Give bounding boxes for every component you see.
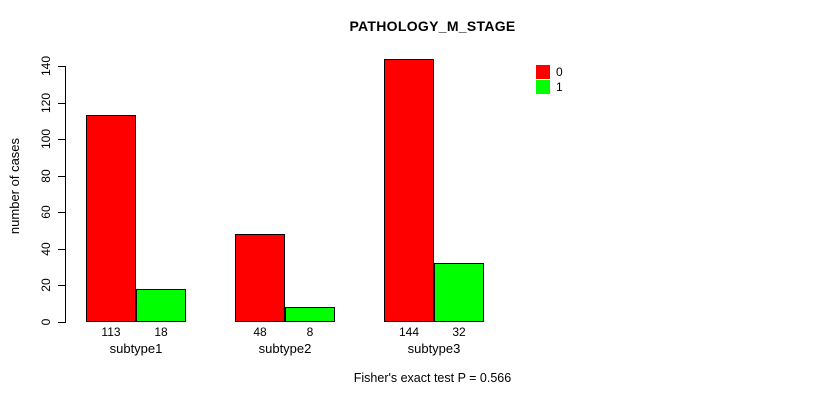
legend-entry-0: 0 xyxy=(536,65,563,79)
bar-subtype3-series1 xyxy=(434,263,484,322)
bar-value-subtype2-series1: 8 xyxy=(306,325,314,339)
y-axis-tick xyxy=(58,103,65,104)
bar-value-subtype2-series0: 48 xyxy=(253,325,267,339)
y-axis-tick xyxy=(58,285,65,286)
bar-value-subtype1-series0: 113 xyxy=(101,325,121,339)
x-category-label-subtype2: subtype2 xyxy=(258,341,312,356)
y-axis-line xyxy=(65,66,66,323)
x-category-label-subtype1: subtype1 xyxy=(109,341,163,356)
y-axis-tick xyxy=(58,139,65,140)
fishers-test-caption: Fisher's exact test P = 0.566 xyxy=(353,371,512,385)
legend-swatch-0 xyxy=(536,65,550,79)
y-axis-tick xyxy=(58,322,65,323)
chart-title: PATHOLOGY_M_STAGE xyxy=(349,18,516,34)
bar-value-subtype3-series0: 144 xyxy=(398,325,420,339)
bar-subtype3-series0 xyxy=(384,58,434,322)
legend-entry-1: 1 xyxy=(536,80,563,94)
bar-subtype2-series0 xyxy=(235,234,285,322)
y-axis-label: number of cases xyxy=(6,137,22,235)
bar-value-subtype1-series1: 18 xyxy=(154,325,168,339)
bar-subtype1-series1 xyxy=(136,289,186,322)
legend-label-0: 0 xyxy=(556,65,563,79)
legend-label-1: 1 xyxy=(556,80,563,94)
x-category-label-subtype3: subtype3 xyxy=(407,341,461,356)
y-axis-tick xyxy=(58,176,65,177)
bar-subtype2-series1 xyxy=(285,307,335,322)
bar-subtype1-series0 xyxy=(86,115,136,322)
y-axis-tick xyxy=(58,249,65,250)
y-tick-label: 140 xyxy=(39,55,53,77)
bar-value-subtype3-series1: 32 xyxy=(452,325,466,339)
legend-swatch-1 xyxy=(536,80,550,94)
y-axis-tick xyxy=(58,66,65,67)
y-axis-tick xyxy=(58,212,65,213)
